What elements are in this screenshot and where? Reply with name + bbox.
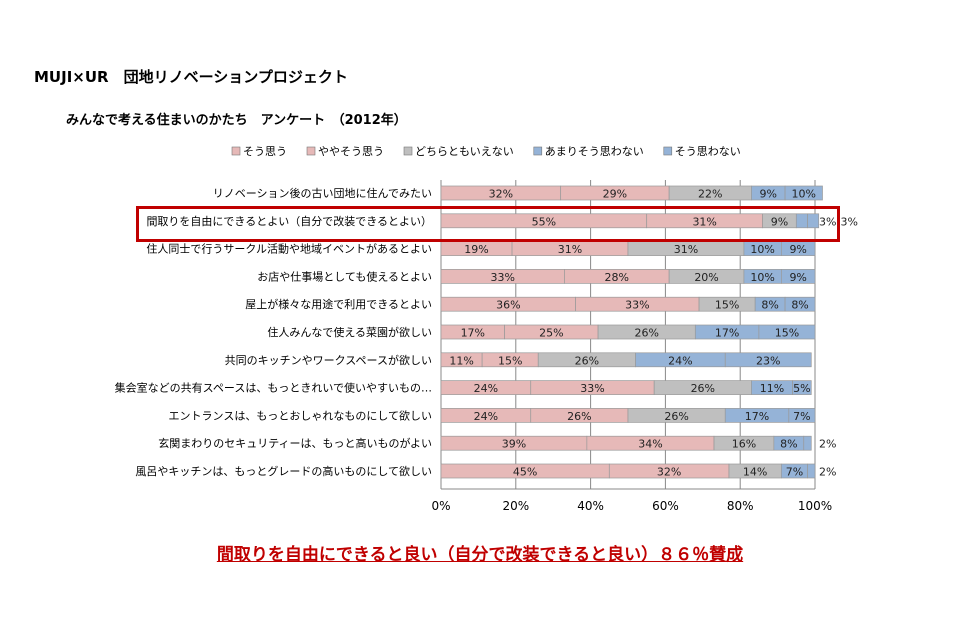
- legend-swatch: [533, 146, 543, 156]
- data-label: 7%: [786, 466, 803, 479]
- data-label: 24%: [474, 382, 498, 395]
- data-label: 32%: [489, 188, 513, 201]
- legend-label: あまりそう思わない: [545, 145, 644, 158]
- highlight-box: [136, 206, 840, 242]
- data-label: 31%: [692, 215, 716, 228]
- bar-segment: [784, 185, 823, 201]
- data-label: 26%: [664, 410, 688, 423]
- x-tick-label: 100%: [798, 499, 832, 513]
- data-label: 3%: [819, 215, 836, 228]
- bar-segment: [784, 296, 816, 312]
- data-label: 45%: [513, 466, 537, 479]
- data-label: 9%: [760, 188, 777, 201]
- data-label: 9%: [789, 271, 806, 284]
- category-label: 風呂やキッチンは、もっとグレードの高いものにして欲しい: [135, 464, 432, 478]
- data-label: 2%: [819, 438, 836, 451]
- data-label: 10%: [792, 188, 816, 201]
- data-label: 33%: [625, 299, 649, 312]
- legend-swatch: [403, 146, 413, 156]
- data-label: 7%: [793, 410, 810, 423]
- data-label: 33%: [490, 271, 514, 284]
- category-label: 屋上が様々な用途で利用できるとよい: [245, 297, 432, 311]
- data-label: 2%: [819, 466, 836, 479]
- data-label: 5%: [793, 382, 810, 395]
- legend-swatch: [663, 146, 673, 156]
- data-label: 17%: [715, 327, 739, 340]
- x-tick-label: 0%: [431, 499, 450, 513]
- category-label: 玄関まわりのセキュリティーは、もっと高いものがよい: [158, 436, 432, 450]
- data-label: 15%: [498, 354, 522, 367]
- data-label: 34%: [638, 438, 662, 451]
- legend-label: どちらともいえない: [415, 145, 514, 158]
- category-label: 間取りを自由にできるとよい（自分で改装できるとよい）: [146, 214, 432, 228]
- data-label: 17%: [461, 327, 485, 340]
- x-tick-label: 40%: [577, 499, 604, 513]
- category-label: エントランスは、もっとおしゃれなものにして欲しい: [169, 408, 432, 422]
- data-label: 9%: [771, 215, 788, 228]
- data-label: 17%: [745, 410, 769, 423]
- bar-segment: [807, 213, 820, 229]
- conclusion-text: 間取りを自由にできると良い（自分で改装できると良い）８６％賛成: [216, 545, 744, 565]
- bar-segment: [803, 435, 812, 451]
- data-label: 29%: [603, 188, 627, 201]
- data-label: 32%: [657, 466, 681, 479]
- data-label: 20%: [694, 271, 718, 284]
- data-label: 26%: [575, 354, 599, 367]
- data-label: 10%: [750, 243, 774, 256]
- category-label: リノベーション後の古い団地に住んでみたい: [213, 186, 432, 200]
- data-label: 22%: [698, 188, 722, 201]
- data-label: 36%: [496, 299, 520, 312]
- bar-segment: [780, 269, 816, 284]
- x-tick-label: 60%: [652, 499, 679, 513]
- data-label: 24%: [668, 354, 692, 367]
- data-label: 8%: [761, 299, 778, 312]
- legend-label: そう思う: [243, 145, 287, 158]
- data-label: 28%: [605, 271, 629, 284]
- data-label: 11%: [760, 382, 784, 395]
- data-label: 8%: [780, 438, 797, 451]
- data-label: 55%: [532, 215, 556, 228]
- legend-swatch: [231, 146, 241, 156]
- legend-label: そう思わない: [675, 145, 741, 158]
- data-label: 23%: [756, 354, 780, 367]
- bar-segment: [792, 380, 812, 395]
- data-label: 15%: [775, 327, 799, 340]
- data-label: 19%: [464, 243, 488, 256]
- data-label: 10%: [750, 271, 774, 284]
- data-label: 24%: [474, 410, 498, 423]
- bar-segment: [758, 324, 816, 340]
- data-label: 31%: [674, 243, 698, 256]
- bar-segment: [807, 463, 816, 479]
- data-label: 26%: [691, 382, 715, 395]
- legend-label: ややそう思う: [318, 145, 384, 158]
- data-label: 39%: [502, 438, 526, 451]
- page-title: MUJI×UR 団地リノベーションプロジェクト: [34, 68, 348, 86]
- bar-segment: [724, 352, 812, 368]
- data-label: 16%: [732, 438, 756, 451]
- bar-segment: [788, 408, 816, 423]
- category-label: 集会室などの共有スペースは、もっときれいで使いやすいもの…: [115, 381, 432, 395]
- data-label: 31%: [558, 243, 582, 256]
- x-tick-label: 20%: [502, 499, 529, 513]
- category-label: 共同のキッチンやワークスペースが欲しい: [225, 353, 432, 367]
- data-label: 14%: [743, 466, 767, 479]
- data-label: 11%: [449, 354, 473, 367]
- category-label: 住人みんなで使える菜園が欲しい: [267, 325, 432, 339]
- x-tick-label: 80%: [727, 499, 754, 513]
- category-label: お店や仕事場としても使えるとよい: [257, 269, 432, 283]
- data-label: 26%: [567, 410, 591, 423]
- data-label: 26%: [634, 327, 658, 340]
- legend-swatch: [306, 146, 316, 156]
- page-subtitle: みんなで考える住まいのかたち アンケート （2012年）: [66, 113, 407, 128]
- category-label: 住人同士で行うサークル活動や地域イベントがあるとよい: [146, 242, 432, 256]
- data-label: 33%: [580, 382, 604, 395]
- data-label: 3%: [840, 215, 857, 228]
- data-label: 8%: [791, 299, 808, 312]
- data-label: 15%: [715, 299, 739, 312]
- data-label: 25%: [539, 327, 563, 340]
- data-label: 9%: [789, 243, 806, 256]
